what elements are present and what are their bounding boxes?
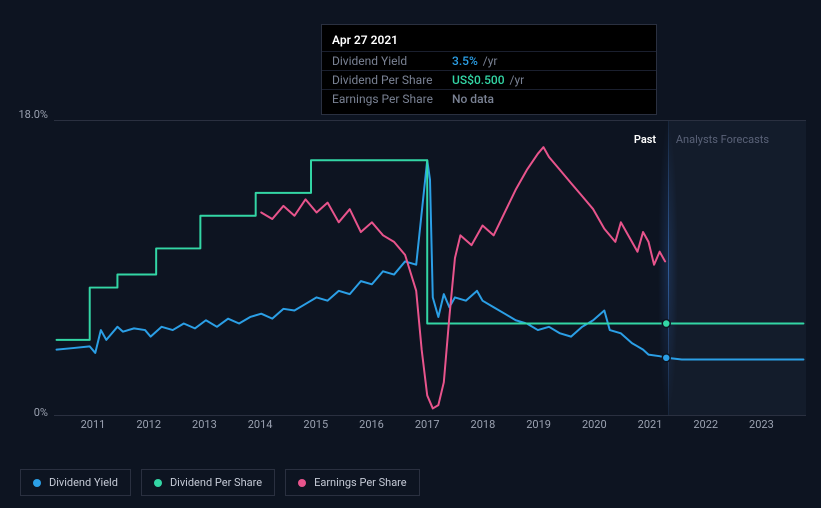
x-tick: 2021	[638, 418, 663, 431]
legend-item[interactable]: Dividend Per Share	[141, 469, 275, 496]
x-tick: 2023	[749, 418, 774, 431]
series-line	[261, 147, 665, 408]
x-tick: 2012	[136, 418, 161, 431]
x-tick: 2011	[81, 418, 106, 431]
legend-item[interactable]: Earnings Per Share	[285, 469, 420, 496]
series-end-dot	[662, 320, 670, 328]
tooltip-row-label: Dividend Per Share	[332, 73, 452, 87]
tooltip-row-value: 3.5% /yr	[452, 54, 646, 68]
legend-item[interactable]: Dividend Yield	[20, 469, 131, 496]
y-axis-min: 0%	[8, 406, 48, 419]
x-tick: 2017	[415, 418, 440, 431]
x-tick: 2015	[303, 418, 328, 431]
x-tick: 2013	[192, 418, 217, 431]
tooltip-row-label: Earnings Per Share	[332, 92, 452, 106]
legend-dot-icon	[154, 479, 162, 487]
plot-area[interactable]: Past Analysts Forecasts	[54, 120, 806, 416]
tooltip-row-label: Dividend Yield	[332, 54, 452, 68]
legend-label: Earnings Per Share	[314, 476, 407, 489]
legend-label: Dividend Per Share	[170, 476, 262, 489]
legend-dot-icon	[298, 479, 306, 487]
x-tick: 2022	[693, 418, 718, 431]
series-line	[57, 160, 804, 359]
chart-lines	[54, 121, 806, 415]
x-tick: 2018	[471, 418, 496, 431]
tooltip-row: Dividend Yield3.5% /yr	[322, 51, 656, 70]
x-tick: 2016	[359, 418, 384, 431]
chart-tooltip: Apr 27 2021 Dividend Yield3.5% /yrDivide…	[321, 24, 657, 115]
x-tick: 2019	[526, 418, 551, 431]
x-tick: 2020	[582, 418, 607, 431]
y-axis-max: 18.0%	[8, 108, 48, 121]
tooltip-row: Earnings Per ShareNo data	[322, 89, 656, 108]
tooltip-row-value: US$0.500 /yr	[452, 73, 646, 87]
x-axis: 2011 2012 2013 2014 2015 2016 2017 2018 2019 2020…	[54, 418, 806, 438]
tooltip-row: Dividend Per ShareUS$0.500 /yr	[322, 70, 656, 89]
chart-legend: Dividend Yield Dividend Per Share Earnings…	[20, 469, 420, 496]
legend-dot-icon	[33, 479, 41, 487]
series-end-dot	[662, 354, 670, 362]
legend-label: Dividend Yield	[49, 476, 118, 489]
dividend-chart: 18.0% 0% Past Analysts Forecasts 2011201…	[0, 100, 821, 460]
tooltip-row-value: No data	[452, 92, 646, 106]
x-tick: 2014	[248, 418, 273, 431]
tooltip-date: Apr 27 2021	[322, 31, 656, 51]
